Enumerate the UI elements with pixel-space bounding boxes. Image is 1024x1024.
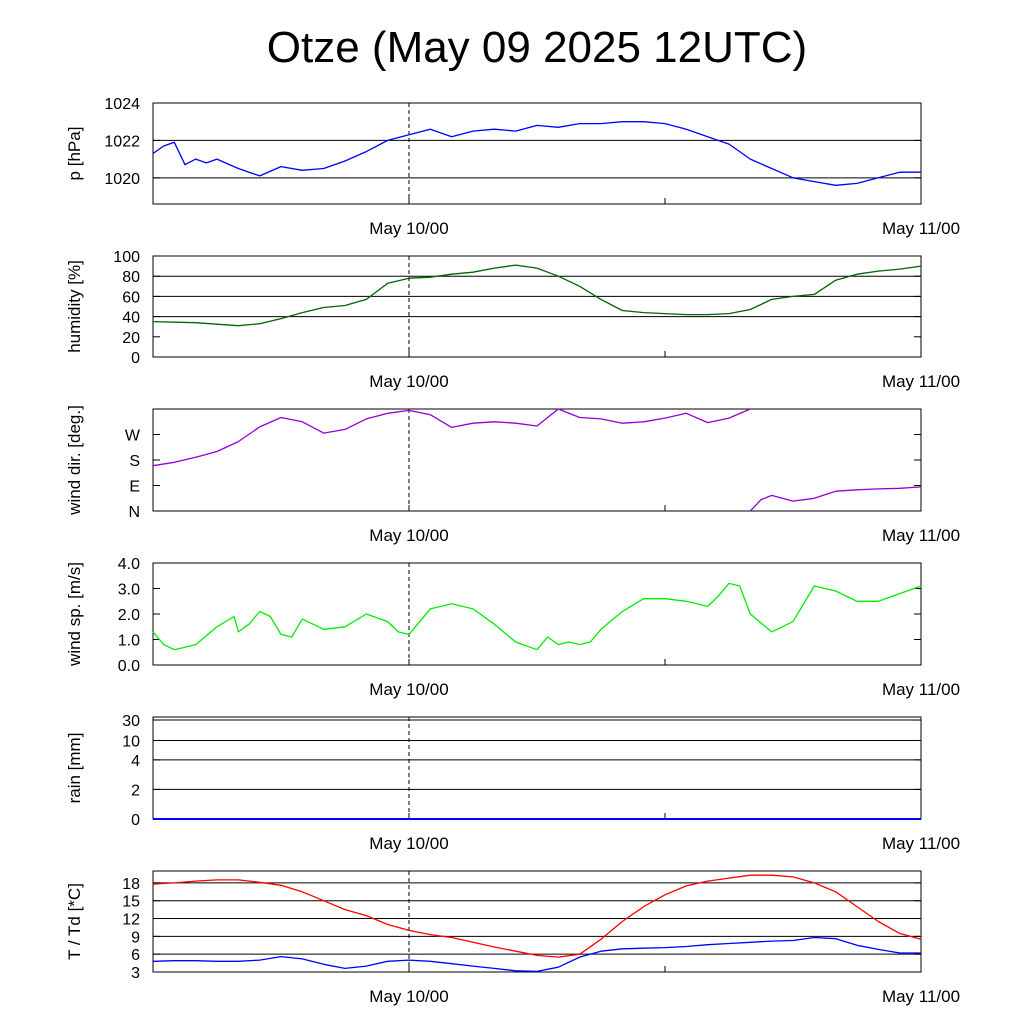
wind_speed-panel: 0.0 1.0 2.0 3.0 4.0 May 10/00 May 11/00 wind sp… (65, 556, 960, 699)
pressure-ylabel: p [hPa] (65, 127, 84, 181)
wind_dir-series-0 (152, 408, 751, 467)
humidity-series-0 (152, 264, 922, 327)
temp_dew-ytick-label: 3 (131, 965, 140, 982)
temp_dew-ytick-label: 9 (131, 929, 140, 946)
temp_dew-ytick-label: 15 (122, 894, 140, 911)
rain-date-label: May 10/00 (369, 834, 448, 853)
wind_dir-frame (152, 408, 922, 512)
wind_dir-ylabel: wind dir. [deg.] (65, 405, 84, 516)
pressure-date-label: May 11/00 (882, 219, 960, 238)
humidity-date-label: May 10/00 (369, 372, 448, 391)
wind_dir-ytick-label: W (125, 428, 141, 445)
wind_dir-date-label: May 11/00 (882, 526, 960, 545)
rain-ytick-label: 4 (131, 753, 140, 770)
wind_speed-ytick-label: 2.0 (118, 607, 140, 624)
temp_dew-series-1 (152, 936, 921, 973)
wind_speed-series-0 (152, 582, 922, 651)
pressure-ytick-label: 1024 (104, 96, 140, 113)
wind_speed-ytick-label: 0.0 (118, 658, 140, 675)
humidity-ytick-label: 0 (131, 350, 140, 367)
humidity-panel: 0 20 40 60 80 100 May 10/00 May 11/00 humidity [… (65, 249, 960, 391)
wind_dir-ytick-label: S (129, 453, 140, 470)
wind_dir-ytick-label: E (129, 479, 140, 496)
temp_dew-ytick-label: 18 (122, 876, 140, 893)
humidity-ytick-label: 40 (122, 310, 140, 327)
wind_dir-ytick-label: N (128, 504, 140, 521)
humidity-ytick-label: 60 (122, 289, 140, 306)
temp_dew-series-0 (152, 874, 922, 958)
rain-frame (152, 716, 922, 820)
wind_speed-date-label: May 10/00 (369, 680, 448, 699)
rain-panel: 0 2 4 10 30 May 10/00 May 11/00 rain [mm] (65, 713, 960, 853)
humidity-ylabel: humidity [%] (65, 260, 84, 353)
wind_speed-ytick-label: 4.0 (118, 556, 140, 573)
pressure-date-label: May 10/00 (369, 219, 448, 238)
rain-ylabel: rain [mm] (65, 733, 84, 804)
wind_speed-ylabel: wind sp. [m/s] (65, 562, 84, 667)
pressure-series-0 (152, 121, 921, 186)
rain-ytick-label: 2 (131, 782, 140, 799)
humidity-date-label: May 11/00 (882, 372, 960, 391)
wind_dir-series-1 (749, 486, 922, 512)
temp_dew-frame (152, 870, 922, 973)
wind_speed-ytick-label: 3.0 (118, 582, 140, 599)
wind_speed-date-label: May 11/00 (882, 680, 960, 699)
humidity-ytick-label: 100 (113, 249, 140, 266)
temp_dew-date-label: May 10/00 (369, 987, 448, 1006)
rain-ytick-label: 0 (131, 812, 140, 829)
rain-ytick-label: 30 (122, 713, 140, 730)
humidity-ytick-label: 80 (122, 269, 140, 286)
temp_dew-ylabel: T / Td [*C] (65, 883, 84, 960)
pressure-ytick-label: 1022 (104, 133, 140, 150)
humidity-ytick-label: 20 (122, 330, 140, 347)
wind_speed-ytick-label: 1.0 (118, 633, 140, 650)
temp_dew-ytick-label: 12 (122, 912, 140, 929)
wind_dir-date-label: May 10/00 (369, 526, 448, 545)
chart-title: Otze (May 09 2025 12UTC) (267, 23, 807, 72)
rain-ytick-label: 10 (122, 733, 140, 750)
pressure-ytick-label: 1020 (104, 171, 140, 188)
pressure-panel: 1020 1022 1024 May 10/00 May 11/00 p [hPa] (65, 96, 960, 238)
pressure-frame (152, 102, 922, 205)
humidity-frame (152, 255, 922, 358)
temp_dew-date-label: May 11/00 (882, 987, 960, 1006)
temp_dew-ytick-label: 6 (131, 947, 140, 964)
rain-date-label: May 11/00 (882, 834, 960, 853)
